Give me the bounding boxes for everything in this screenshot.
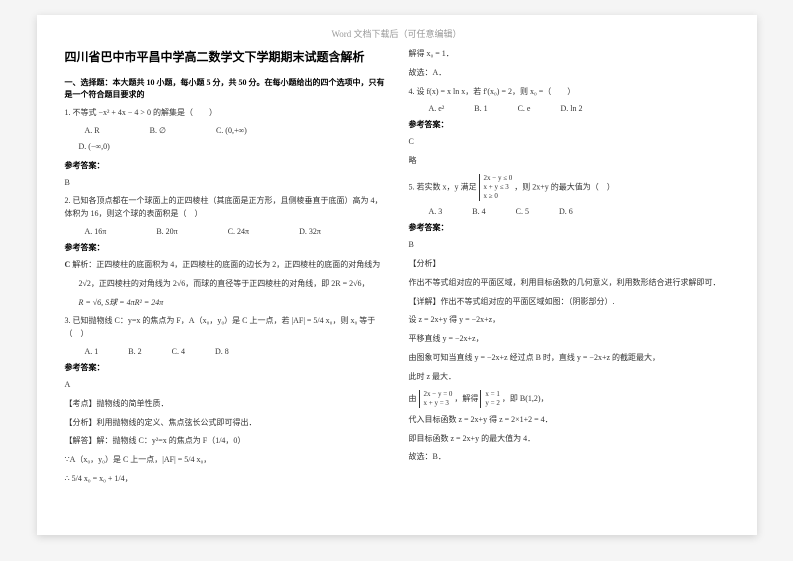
q3-analysis: 【分析】利用抛物线的定义、焦点弦长公式即可得出． [65, 417, 385, 430]
q5-step-4: 此时 z 最大． [409, 371, 729, 384]
left-column: 四川省巴中市平昌中学高二数学文下学期期末试题含解析 一、选择题：本大题共 10 … [65, 48, 385, 523]
document-title: 四川省巴中市平昌中学高二数学文下学期期末试题含解析 [65, 48, 385, 65]
q3-option-c: C. 4 [172, 347, 185, 356]
q5-option-a: A. 3 [429, 207, 443, 216]
q5-intro: 5. 若实数 x，y 满足 [409, 182, 477, 191]
r-line-2: 故选：A． [409, 67, 729, 80]
question-2: 2. 已知各顶点都在一个球面上的正四棱柱（其底面是正方形，且侧棱垂直于底面）高为… [65, 195, 385, 221]
q5-detail-label: 【详解】作出不等式组对应的平面区域如图：（阴影部分）. [409, 296, 729, 309]
document-page: Word 文档下载后（可任意编辑） 四川省巴中市平昌中学高二数学文下学期期末试题… [37, 15, 757, 535]
two-column-layout: 四川省巴中市平昌中学高二数学文下学期期末试题含解析 一、选择题：本大题共 10 … [65, 48, 729, 523]
q5-s5-mid: ，解得 [454, 394, 478, 403]
q5-s5-tail: ，即 B(1,2)， [502, 394, 549, 403]
answer-label-5: 参考答案： [409, 222, 729, 233]
q2-answer-letter: C [65, 260, 71, 269]
question-3-options: A. 1 B. 2 C. 4 D. 8 [85, 347, 385, 356]
q5-step-1: 设 z = 2x+y 得 y = −2x+z， [409, 314, 729, 327]
question-5-options: A. 3 B. 4 C. 5 D. 6 [429, 207, 729, 216]
q5-analysis-label: 【分析】 [409, 258, 729, 271]
q5-step-8: 故选：B． [409, 451, 729, 464]
q5-s5-c2: x + y = 3 [424, 399, 453, 408]
answer-label-1: 参考答案： [65, 160, 385, 171]
q4-option-d: D. ln 2 [560, 104, 582, 113]
q1-option-b: B. ∅ [150, 126, 166, 135]
q2-option-a: A. 16π [85, 227, 107, 236]
q3-solve-1: 【解答】解：抛物线 C：y²=x 的焦点为 F（1/4，0） [65, 435, 385, 448]
q2-answer-line: C 解析：正四棱柱的底面积为 4，正四棱柱的底面的边长为 2，正四棱柱的底面的对… [65, 259, 385, 272]
question-1: 1. 不等式 −x² + 4x − 4 > 0 的解集是（ ） [65, 107, 385, 120]
r-line-1: 解得 x₀ = 1． [409, 48, 729, 61]
q2-explain-2: 2√2，正四棱柱的对角线为 2√6，而球的直径等于正四棱柱的对角线，即 2R =… [79, 278, 385, 291]
q5-s5-r2: y = 2 [485, 399, 499, 408]
q5-step-6: 代入目标函数 z = 2x+y 得 z = 2×1+2 = 4． [409, 414, 729, 427]
q2-explain-1: 解析：正四棱柱的底面积为 4，正四棱柱的底面的边长为 2，正四棱柱的底面的对角线… [72, 260, 380, 269]
q3-answer: A [65, 379, 385, 392]
q3-option-d: D. 8 [215, 347, 229, 356]
q5-s5-sys2: x = 1 y = 2 [480, 390, 499, 408]
q5-option-d: D. 6 [559, 207, 573, 216]
q4-answer: C [409, 136, 729, 149]
question-2-options: A. 16π B. 20π C. 24π D. 32π [85, 227, 385, 236]
q1-option-d: D. (−∞,0) [79, 141, 385, 154]
q5-answer: B [409, 239, 729, 252]
q5-c2: x + y ≤ 3 [484, 183, 513, 192]
q1-option-a: A. R [85, 126, 100, 135]
q5-s5-c1: 2x − y = 0 [424, 390, 453, 399]
q3-option-a: A. 1 [85, 347, 99, 356]
q2-option-c: C. 24π [228, 227, 249, 236]
q5-step-3: 由图象可知当直线 y = −2x+z 经过点 B 时，直线 y = −2x+z … [409, 352, 729, 365]
q2-explain-3: R = √6, S球 = 4πR² = 24π [79, 297, 385, 310]
q5-c3: x ≥ 0 [484, 192, 513, 201]
question-1-options: A. R B. ∅ C. (0,+∞) [85, 126, 385, 135]
q3-point: 【考点】抛物线的简单性质． [65, 398, 385, 411]
q4-option-c: C. e [518, 104, 531, 113]
answer-label-2: 参考答案： [65, 242, 385, 253]
header-watermark: Word 文档下载后（可任意编辑） [65, 27, 729, 40]
answer-label-4: 参考答案： [409, 119, 729, 130]
q1-answer: B [65, 177, 385, 190]
q2-option-b: B. 20π [156, 227, 177, 236]
question-4: 4. 设 f(x) = x ln x，若 f'(x₀) = 2，则 x₀ =（ … [409, 86, 729, 99]
q5-s5-sys1: 2x − y = 0 x + y = 3 [419, 390, 453, 408]
q5-c1: 2x − y ≤ 0 [484, 174, 513, 183]
q1-option-c: C. (0,+∞) [216, 126, 247, 135]
section-1-heading: 一、选择题：本大题共 10 小题，每小题 5 分，共 50 分。在每小题给出的四… [65, 77, 385, 101]
question-3: 3. 已知抛物线 C：y=x 的焦点为 F，A（x₀，y₀）是 C 上一点，若 … [65, 315, 385, 341]
answer-label-3: 参考答案： [65, 362, 385, 373]
question-4-options: A. e² B. 1 C. e D. ln 2 [429, 104, 729, 113]
question-5: 5. 若实数 x，y 满足 2x − y ≤ 0 x + y ≤ 3 x ≥ 0… [409, 174, 729, 201]
q5-analysis: 作出不等式组对应的平面区域，利用目标函数的几何意义，利用数形结合进行求解即可． [409, 277, 729, 290]
q5-s5-r1: x = 1 [485, 390, 499, 399]
q4-option-b: B. 1 [474, 104, 487, 113]
q5-option-c: C. 5 [516, 207, 529, 216]
q5-s5-intro: 由 [409, 394, 417, 403]
q5-step-5: 由 2x − y = 0 x + y = 3 ，解得 x = 1 y = 2 ，… [409, 390, 729, 408]
q3-solve-2: ∵A（x₀，y₀）是 C 上一点，|AF| = 5/4 x₀， [65, 454, 385, 467]
q5-step-7: 即目标函数 z = 2x+y 的最大值为 4． [409, 433, 729, 446]
q3-option-b: B. 2 [128, 347, 141, 356]
q5-option-b: B. 4 [472, 207, 485, 216]
q5-constraints: 2x − y ≤ 0 x + y ≤ 3 x ≥ 0 [479, 174, 513, 201]
q4-option-a: A. e² [429, 104, 445, 113]
q5-step-2: 平移直线 y = −2x+z， [409, 333, 729, 346]
q3-solve-3: ∴ 5/4 x₀ = x₀ + 1/4， [65, 473, 385, 486]
q2-option-d: D. 32π [299, 227, 321, 236]
right-column: 解得 x₀ = 1． 故选：A． 4. 设 f(x) = x ln x，若 f'… [409, 48, 729, 523]
q4-note: 略 [409, 155, 729, 168]
q5-tail: ，则 2x+y 的最大值为（ ） [514, 182, 615, 191]
